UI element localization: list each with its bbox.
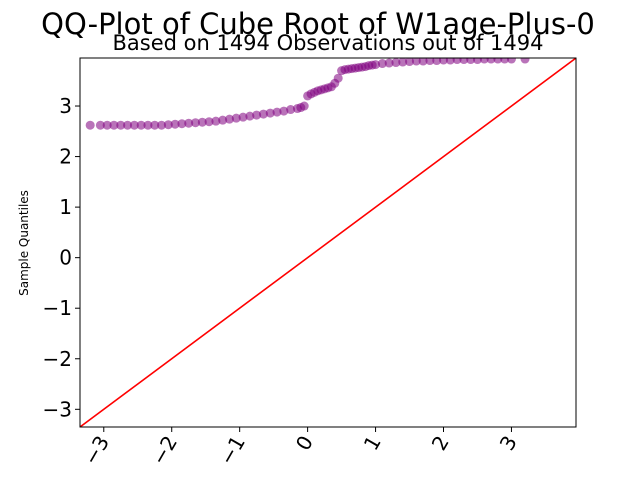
data-point — [211, 116, 221, 126]
data-point — [197, 117, 207, 127]
chart-subtitle: Based on 1494 Observations out of 1494 — [112, 31, 543, 55]
reference-line — [80, 58, 576, 427]
x-tick-label: −1 — [214, 432, 250, 470]
data-point — [224, 114, 234, 124]
y-axis-label: Sample Quantiles — [17, 190, 31, 296]
data-point — [95, 120, 105, 130]
data-point — [116, 120, 126, 130]
data-point — [418, 58, 428, 66]
y-tick-label: 0 — [59, 246, 72, 270]
data-point — [231, 113, 241, 123]
data-point — [391, 58, 401, 68]
data-point — [425, 58, 435, 66]
data-point — [479, 58, 489, 64]
data-point — [500, 58, 510, 64]
data-point — [445, 58, 455, 65]
data-point — [157, 120, 167, 130]
data-point — [170, 119, 180, 129]
x-tick-label: −3 — [79, 432, 115, 470]
data-point — [371, 60, 381, 70]
data-point — [163, 120, 173, 130]
data-point — [150, 120, 160, 130]
data-point — [272, 107, 282, 117]
data-point — [123, 120, 133, 130]
y-tick-label: −3 — [43, 397, 72, 421]
data-point — [398, 58, 408, 67]
data-point — [191, 118, 201, 128]
x-tick-label: 1 — [359, 432, 386, 455]
data-point — [472, 58, 482, 65]
data-point — [432, 58, 442, 66]
data-point — [143, 120, 153, 130]
data-point — [466, 58, 476, 65]
data-point — [520, 58, 530, 64]
data-point — [102, 120, 112, 130]
data-point — [439, 58, 449, 65]
data-point — [258, 109, 268, 119]
data-point — [486, 58, 496, 64]
data-point — [245, 111, 255, 121]
data-point — [238, 112, 248, 122]
data-point — [129, 120, 139, 130]
data-point — [405, 58, 415, 67]
data-point — [218, 115, 228, 125]
chart-title: QQ-Plot of Cube Root of W1age-Plus-0 — [41, 7, 595, 41]
y-tick-label: 2 — [59, 145, 72, 169]
data-point — [459, 58, 469, 65]
y-tick-label: −2 — [43, 347, 72, 371]
x-tick-label: 0 — [291, 432, 318, 455]
data-point — [204, 117, 214, 127]
data-point — [136, 120, 146, 130]
data-point — [109, 120, 119, 130]
data-point — [299, 101, 309, 111]
data-point — [506, 58, 516, 64]
plot-frame — [79, 57, 577, 428]
y-tick-label: −1 — [43, 296, 72, 320]
y-tick-label: 3 — [59, 94, 72, 118]
data-point — [85, 120, 95, 130]
x-tick-label: 2 — [427, 432, 454, 455]
data-point — [333, 73, 343, 83]
data-point — [177, 119, 187, 129]
data-point — [411, 58, 421, 66]
data-point — [452, 58, 462, 65]
x-tick-label: 3 — [495, 432, 522, 455]
data-point — [252, 110, 262, 120]
data-point — [265, 108, 275, 118]
data-point — [493, 58, 503, 64]
y-tick-label: 1 — [59, 195, 72, 219]
x-tick-label: −2 — [147, 432, 183, 470]
data-point — [377, 59, 387, 69]
data-point — [279, 106, 289, 116]
data-point — [286, 105, 296, 115]
data-point — [184, 118, 194, 128]
data-point — [384, 58, 394, 68]
